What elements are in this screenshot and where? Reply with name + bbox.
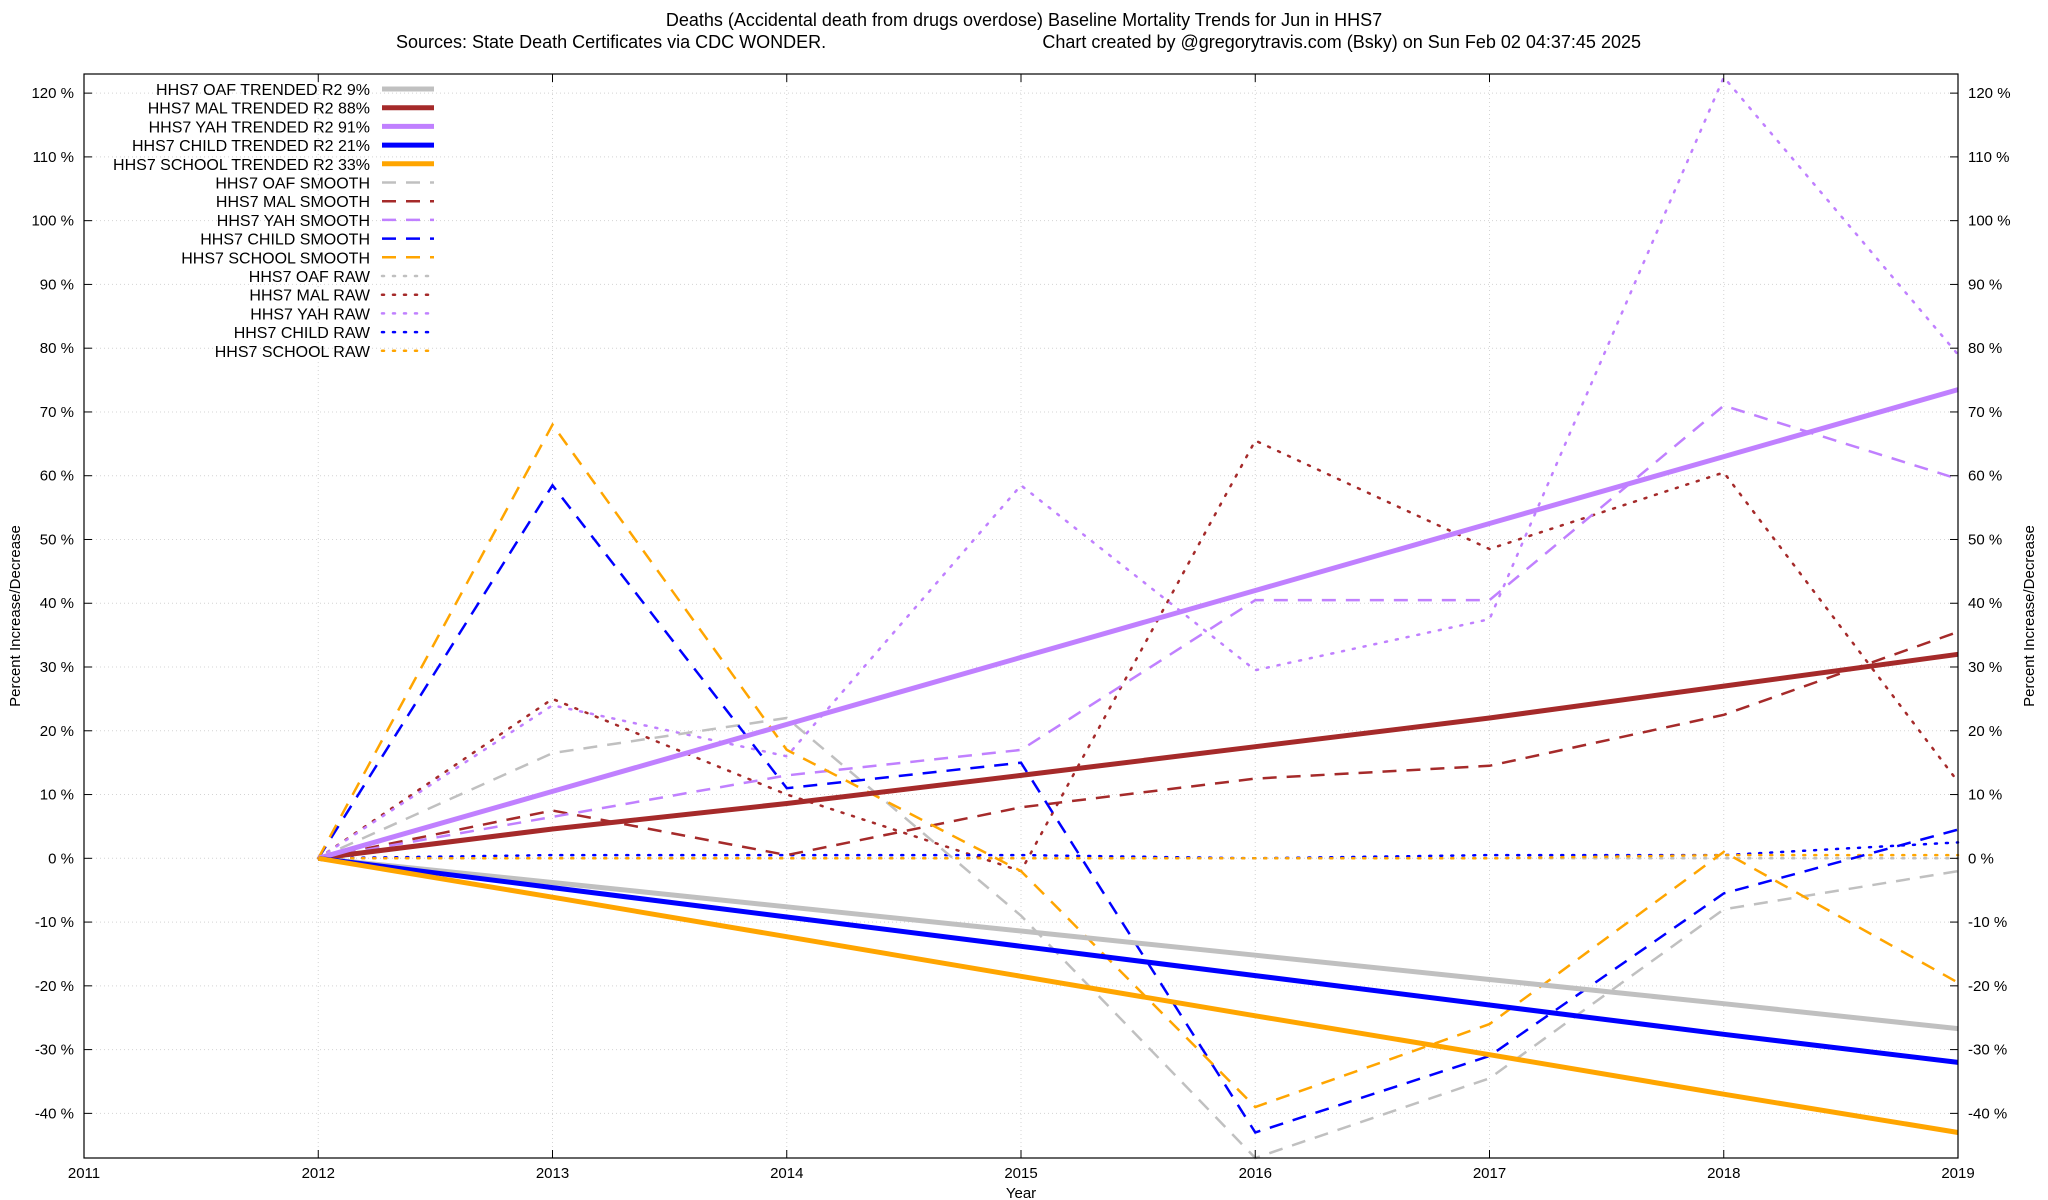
legend-entry-label: HHS7 OAF SMOOTH [215,176,370,193]
ticks: 2011 2012 2013 2014 2015 2016 2017 2018 2019 -40 … [31,74,2011,1182]
legend-entry-label: HHS7 OAF RAW [249,269,371,286]
x-tick-label: 2013 [536,1165,569,1182]
y-tick-label-left: 50 % [40,531,74,548]
series-mal-raw [317,438,1960,873]
series-school-smooth [317,422,1959,1109]
y-tick-label-left: 110 % [33,149,74,166]
series-layer [317,74,1960,1160]
y-tick-label-right: 80 % [1968,340,2002,357]
legend: HHS7 OAF TRENDED R2 9% HHS7 MAL TRENDED R… [113,82,436,361]
y-tick-label-left: 80 % [40,340,74,357]
y-tick-label-left: 60 % [40,468,74,485]
legend-entry-label: HHS7 MAL TRENDED R2 88% [148,101,370,118]
y-axis-label-left: Percent Increase/Decrease [7,525,24,707]
y-tick-label-left: 10 % [40,787,74,804]
y-tick-label-left: 70 % [40,404,74,421]
y-tick-label-right: 20 % [1968,723,2002,740]
y-tick-label-right: -30 % [1968,1042,2007,1059]
y-tick-label-right: 120 % [1968,85,2011,102]
series-school-trend [317,855,1959,1135]
legend-entry-label: HHS7 YAH SMOOTH [217,213,370,230]
y-tick-label-right: 10 % [1968,787,2002,804]
legend-entry-label: HHS7 SCHOOL RAW [215,344,371,361]
y-tick-label-right: 70 % [1968,404,2002,421]
series-oaf-smooth [317,716,1959,1160]
y-tick-label-left: 0 % [48,850,74,867]
legend-entry-label: HHS7 CHILD SMOOTH [200,232,370,249]
x-tick-label: 2019 [1941,1165,1974,1182]
y-tick-label-left: -30 % [35,1042,74,1059]
y-tick-label-left: 90 % [40,276,74,293]
y-tick-label-right: 90 % [1968,276,2002,293]
x-axis-label: Year [1006,1185,1036,1200]
y-tick-label-right: 60 % [1968,468,2002,485]
chart-subtitle-left: Sources: State Death Certificates via CD… [396,32,826,52]
y-tick-label-right: 110 % [1968,149,2009,166]
y-tick-label-right: 30 % [1968,659,2002,676]
legend-entry-label: HHS7 MAL SMOOTH [216,194,370,211]
legend-entry-label: HHS7 MAL RAW [249,288,371,305]
x-tick-label: 2011 [68,1165,100,1182]
series-yah-trend [317,387,1959,861]
legend-entry-label: HHS7 CHILD RAW [234,325,371,342]
series-oaf-trend [318,855,1959,1032]
series-child-raw [317,841,1960,860]
series-yah-raw [317,74,1960,860]
series-child-smooth [317,483,1959,1134]
y-tick-label-left: 120 % [31,85,74,102]
legend-entry-label: HHS7 SCHOOL TRENDED R2 33% [113,157,370,174]
y-tick-label-right: -20 % [1968,978,2007,995]
x-tick-label: 2014 [770,1165,803,1182]
x-tick-label: 2018 [1707,1165,1740,1182]
series-yah-smooth [318,404,1959,860]
y-tick-label-left: -20 % [35,978,74,995]
x-tick-label: 2017 [1473,1165,1506,1182]
legend-entry-label: HHS7 OAF TRENDED R2 9% [156,82,370,99]
y-tick-label-left: 100 % [31,213,74,230]
legend-entry-label: HHS7 YAH RAW [250,306,371,323]
legend-entry-label: HHS7 SCHOOL SMOOTH [181,250,370,267]
grid [83,74,1959,1158]
y-tick-label-left: -10 % [35,914,74,931]
chart-subtitle-right: Chart created by @gregorytravis.com (Bsk… [1042,32,1641,52]
y-axis-label-right: Percent Increase/Decrease [2021,525,2038,707]
x-tick-label: 2016 [1239,1165,1272,1182]
y-tick-label-left: 40 % [40,595,74,612]
y-tick-label-right: -10 % [1968,914,2007,931]
y-tick-label-left: -40 % [35,1105,74,1122]
y-tick-label-left: 30 % [40,659,74,676]
series-mal-trend [317,651,1959,861]
y-tick-label-left: 20 % [40,723,74,740]
series-school-raw [317,853,1960,860]
y-tick-label-right: 100 % [1968,213,2011,230]
legend-entry-label: HHS7 YAH TRENDED R2 91% [149,119,370,136]
chart-title: Deaths (Accidental death from drugs over… [666,10,1382,30]
series-child-trend [317,855,1959,1065]
x-tick-label: 2012 [302,1165,335,1182]
y-tick-label-right: 50 % [1968,531,2002,548]
y-tick-label-right: -40 % [1968,1105,2007,1122]
series-mal-smooth [318,630,1959,860]
y-tick-label-right: 40 % [1968,595,2002,612]
x-tick-label: 2015 [1004,1165,1037,1182]
legend-entry-label: HHS7 CHILD TRENDED R2 21% [132,138,370,155]
y-tick-label-right: 0 % [1968,850,1994,867]
